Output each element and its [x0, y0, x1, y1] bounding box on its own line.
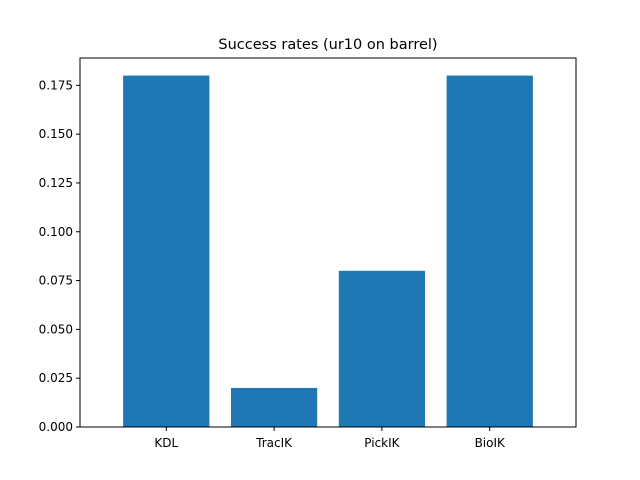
- y-axis-ticks: 0.000 0.025 0.050 0.075 0.100 0.125 0.150 0.175: [39, 78, 80, 434]
- y-tick-label: 0.025: [39, 371, 73, 385]
- x-tick-label: BioIK: [475, 436, 506, 450]
- bars: [123, 75, 533, 428]
- bar-tracik: [230, 387, 318, 427]
- chart-title: Success rates (ur10 on barrel): [218, 37, 437, 53]
- y-tick-label: 0.100: [39, 225, 73, 239]
- bar-pickik: [338, 270, 426, 427]
- x-axis-ticks: KDL TracIK PickIK BioIK: [154, 427, 506, 450]
- x-tick-label: PickIK: [364, 436, 400, 450]
- y-tick-label: 0.075: [39, 274, 73, 288]
- y-tick-label: 0.000: [39, 420, 73, 434]
- y-tick-label: 0.175: [39, 78, 73, 92]
- y-tick-label: 0.125: [39, 176, 73, 190]
- bar-bioik: [446, 75, 533, 428]
- x-tick-label: KDL: [154, 436, 178, 450]
- y-tick-label: 0.050: [39, 322, 73, 336]
- x-tick-label: TracIK: [255, 436, 293, 450]
- plot-frame: [79, 57, 577, 428]
- bar-kdl: [123, 75, 210, 428]
- y-tick-label: 0.150: [39, 127, 73, 141]
